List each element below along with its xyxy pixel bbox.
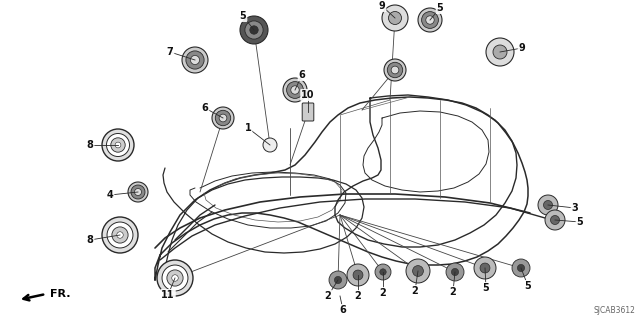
Circle shape bbox=[291, 86, 300, 94]
Circle shape bbox=[245, 21, 263, 39]
Text: 5: 5 bbox=[436, 3, 444, 13]
Circle shape bbox=[128, 182, 148, 202]
Text: 2: 2 bbox=[450, 287, 456, 297]
Circle shape bbox=[283, 78, 307, 102]
Circle shape bbox=[131, 185, 145, 199]
Circle shape bbox=[474, 257, 496, 279]
Circle shape bbox=[387, 62, 403, 78]
Circle shape bbox=[115, 142, 121, 148]
Text: 2: 2 bbox=[355, 291, 362, 301]
Text: 9: 9 bbox=[379, 1, 385, 11]
Text: 5: 5 bbox=[239, 11, 246, 21]
Text: 8: 8 bbox=[86, 140, 93, 150]
Text: 10: 10 bbox=[301, 90, 315, 100]
Circle shape bbox=[172, 275, 178, 281]
Circle shape bbox=[391, 66, 399, 74]
Circle shape bbox=[263, 138, 277, 152]
Circle shape bbox=[215, 110, 230, 126]
Circle shape bbox=[107, 222, 133, 248]
Circle shape bbox=[426, 16, 434, 24]
Circle shape bbox=[538, 195, 558, 215]
Circle shape bbox=[517, 264, 525, 272]
Text: FR.: FR. bbox=[50, 289, 70, 299]
Circle shape bbox=[106, 133, 129, 156]
Circle shape bbox=[329, 271, 347, 289]
Text: 2: 2 bbox=[324, 291, 332, 301]
Text: 5: 5 bbox=[577, 217, 584, 227]
Circle shape bbox=[446, 263, 464, 281]
Circle shape bbox=[162, 265, 188, 291]
Circle shape bbox=[418, 8, 442, 32]
Circle shape bbox=[212, 107, 234, 129]
Circle shape bbox=[545, 210, 565, 230]
Circle shape bbox=[134, 188, 141, 196]
Text: 2: 2 bbox=[380, 288, 387, 298]
Circle shape bbox=[493, 45, 507, 59]
Circle shape bbox=[380, 269, 386, 275]
Circle shape bbox=[451, 268, 459, 276]
Text: 8: 8 bbox=[86, 235, 93, 245]
Text: 5: 5 bbox=[525, 281, 531, 291]
Text: 7: 7 bbox=[166, 47, 173, 57]
Text: 6: 6 bbox=[202, 103, 209, 113]
Circle shape bbox=[353, 270, 363, 280]
Circle shape bbox=[167, 270, 183, 286]
Circle shape bbox=[422, 12, 438, 28]
Circle shape bbox=[219, 114, 227, 122]
Circle shape bbox=[413, 266, 424, 276]
Circle shape bbox=[157, 260, 193, 296]
Circle shape bbox=[287, 82, 303, 99]
Text: 11: 11 bbox=[161, 290, 175, 300]
Text: 6: 6 bbox=[340, 305, 346, 315]
Circle shape bbox=[382, 5, 408, 31]
Text: 5: 5 bbox=[483, 283, 490, 293]
Circle shape bbox=[334, 276, 342, 284]
Text: 6: 6 bbox=[299, 70, 305, 80]
Circle shape bbox=[375, 264, 391, 280]
Circle shape bbox=[240, 16, 268, 44]
Circle shape bbox=[388, 12, 401, 25]
Circle shape bbox=[486, 38, 514, 66]
Circle shape bbox=[102, 129, 134, 161]
Text: 2: 2 bbox=[412, 286, 419, 296]
Text: 3: 3 bbox=[572, 203, 579, 213]
Circle shape bbox=[186, 51, 204, 69]
Circle shape bbox=[480, 263, 490, 273]
Circle shape bbox=[550, 215, 559, 225]
Circle shape bbox=[512, 259, 530, 277]
Circle shape bbox=[112, 227, 128, 243]
Circle shape bbox=[250, 26, 258, 34]
Text: SJCAB3612: SJCAB3612 bbox=[593, 306, 635, 315]
Circle shape bbox=[543, 201, 552, 210]
Circle shape bbox=[102, 217, 138, 253]
Circle shape bbox=[406, 259, 430, 283]
Text: 9: 9 bbox=[518, 43, 525, 53]
Circle shape bbox=[191, 55, 200, 65]
Circle shape bbox=[116, 232, 124, 238]
Circle shape bbox=[347, 264, 369, 286]
Text: 1: 1 bbox=[244, 123, 252, 133]
FancyBboxPatch shape bbox=[302, 103, 314, 121]
Circle shape bbox=[111, 138, 125, 152]
Text: 4: 4 bbox=[107, 190, 113, 200]
Circle shape bbox=[182, 47, 208, 73]
Circle shape bbox=[384, 59, 406, 81]
